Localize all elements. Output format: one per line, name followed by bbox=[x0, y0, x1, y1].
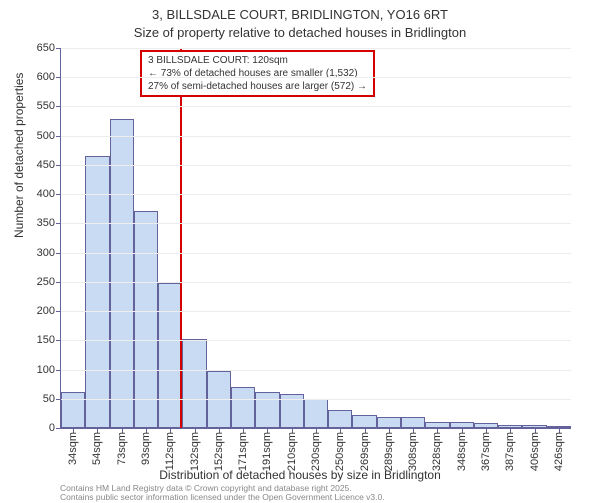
gridline bbox=[61, 399, 571, 400]
ytick-mark bbox=[56, 77, 61, 78]
ytick-label: 350 bbox=[37, 217, 55, 229]
ytick-label: 100 bbox=[37, 364, 55, 376]
xtick-label: 191sqm bbox=[261, 432, 273, 471]
callout-box: 3 BILLSDALE COURT: 120sqm ← 73% of detac… bbox=[140, 50, 375, 97]
xtick-label: 250sqm bbox=[334, 432, 346, 471]
bar bbox=[158, 283, 182, 428]
ytick-mark bbox=[56, 194, 61, 195]
gridline bbox=[61, 106, 571, 107]
gridline bbox=[61, 223, 571, 224]
xtick-label: 34sqm bbox=[67, 432, 79, 465]
bar bbox=[231, 387, 255, 428]
ytick-mark bbox=[56, 282, 61, 283]
xtick-label: 93sqm bbox=[140, 432, 152, 465]
gridline bbox=[61, 194, 571, 195]
ytick-mark bbox=[56, 165, 61, 166]
ytick-mark bbox=[56, 311, 61, 312]
bar bbox=[255, 392, 279, 428]
xtick-label: 132sqm bbox=[189, 432, 201, 471]
ytick-mark bbox=[56, 106, 61, 107]
xtick-label: 152sqm bbox=[213, 432, 225, 471]
ytick-mark bbox=[56, 370, 61, 371]
ytick-label: 0 bbox=[49, 422, 55, 434]
xtick-label: 348sqm bbox=[456, 432, 468, 471]
plot-area: 3 BILLSDALE COURT: 120sqm ← 73% of detac… bbox=[60, 48, 571, 429]
callout-line3: 27% of semi-detached houses are larger (… bbox=[148, 80, 367, 93]
ytick-label: 600 bbox=[37, 71, 55, 83]
xtick-label: 171sqm bbox=[237, 432, 249, 471]
bar bbox=[182, 339, 206, 428]
ytick-mark bbox=[56, 48, 61, 49]
ytick-mark bbox=[56, 223, 61, 224]
ytick-mark bbox=[56, 428, 61, 429]
bar bbox=[377, 417, 401, 428]
ytick-mark bbox=[56, 399, 61, 400]
footer-line2: Contains public sector information licen… bbox=[60, 493, 385, 502]
bar bbox=[328, 410, 352, 428]
gridline bbox=[61, 253, 571, 254]
ytick-label: 50 bbox=[43, 393, 55, 405]
xtick-label: 269sqm bbox=[359, 432, 371, 471]
reference-line bbox=[180, 48, 182, 428]
chart-title: 3, BILLSDALE COURT, BRIDLINGTON, YO16 6R… bbox=[0, 0, 600, 41]
ytick-mark bbox=[56, 253, 61, 254]
xtick-label: 230sqm bbox=[310, 432, 322, 471]
title-line2: Size of property relative to detached ho… bbox=[134, 25, 466, 40]
bar bbox=[401, 417, 425, 428]
xtick-label: 406sqm bbox=[529, 432, 541, 471]
ytick-label: 450 bbox=[37, 159, 55, 171]
xtick-label: 367sqm bbox=[480, 432, 492, 471]
gridline bbox=[61, 282, 571, 283]
gridline bbox=[61, 165, 571, 166]
xtick-label: 112sqm bbox=[164, 432, 176, 470]
gridline bbox=[61, 311, 571, 312]
xtick-label: 387sqm bbox=[504, 432, 516, 471]
ytick-label: 400 bbox=[37, 188, 55, 200]
ytick-mark bbox=[56, 136, 61, 137]
x-axis-title: Distribution of detached houses by size … bbox=[0, 468, 600, 482]
ytick-label: 300 bbox=[37, 247, 55, 259]
ytick-label: 650 bbox=[37, 42, 55, 54]
gridline bbox=[61, 136, 571, 137]
gridline bbox=[61, 370, 571, 371]
callout-line1: 3 BILLSDALE COURT: 120sqm bbox=[148, 54, 367, 67]
xtick-label: 210sqm bbox=[286, 432, 298, 471]
ytick-label: 500 bbox=[37, 130, 55, 142]
ytick-label: 550 bbox=[37, 100, 55, 112]
title-line1: 3, BILLSDALE COURT, BRIDLINGTON, YO16 6R… bbox=[152, 7, 448, 22]
xtick-label: 426sqm bbox=[553, 432, 565, 471]
ytick-label: 150 bbox=[37, 334, 55, 346]
gridline bbox=[61, 77, 571, 78]
y-axis-title: Number of detached properties bbox=[12, 73, 26, 238]
bar bbox=[85, 156, 109, 428]
ytick-label: 250 bbox=[37, 276, 55, 288]
xtick-label: 308sqm bbox=[407, 432, 419, 471]
bar bbox=[134, 211, 158, 428]
ytick-mark bbox=[56, 340, 61, 341]
gridline bbox=[61, 48, 571, 49]
xtick-label: 289sqm bbox=[383, 432, 395, 471]
bar bbox=[61, 392, 85, 428]
bar bbox=[304, 399, 328, 428]
bars-container bbox=[61, 48, 571, 428]
xtick-label: 73sqm bbox=[116, 432, 128, 465]
gridline bbox=[61, 340, 571, 341]
bar bbox=[352, 415, 376, 428]
xtick-label: 54sqm bbox=[91, 432, 103, 465]
ytick-label: 200 bbox=[37, 305, 55, 317]
xtick-label: 328sqm bbox=[431, 432, 443, 471]
